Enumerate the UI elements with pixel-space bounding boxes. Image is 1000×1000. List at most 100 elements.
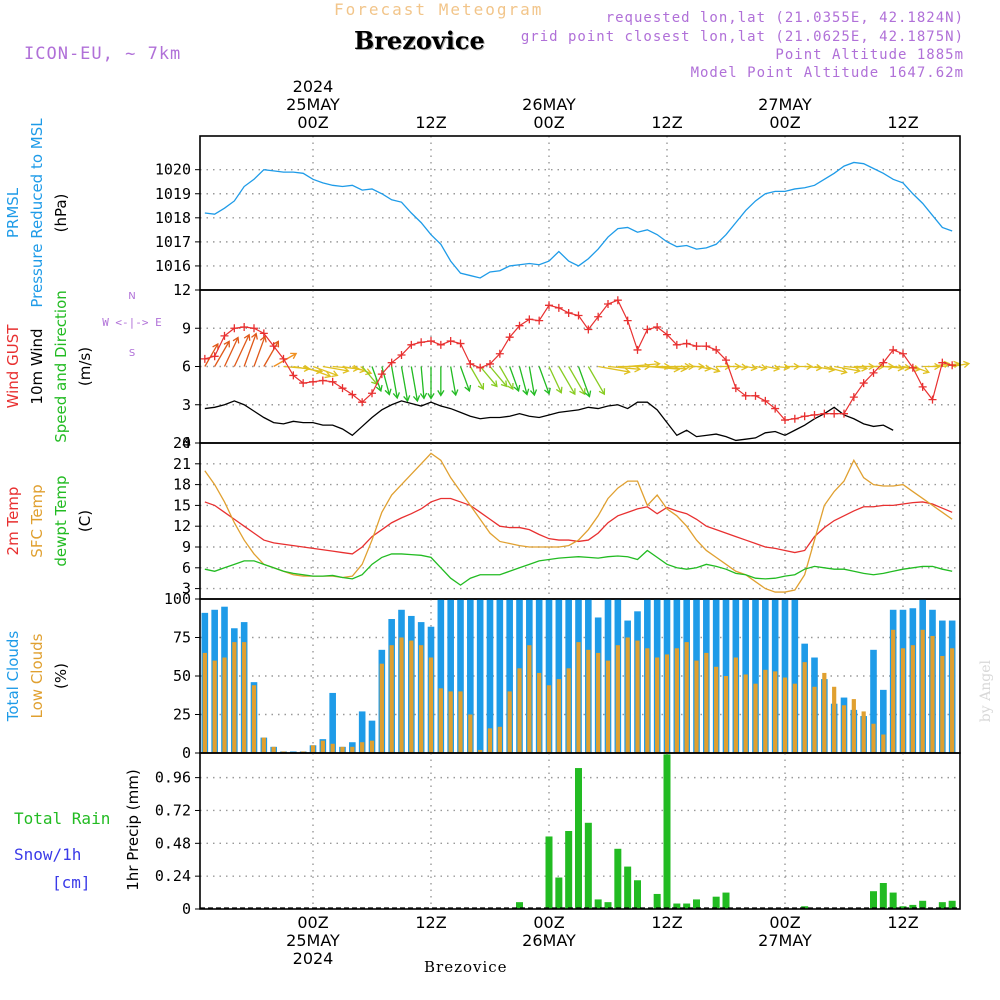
- wind-gust-marker: [800, 412, 809, 421]
- y-tick-label: 25: [173, 706, 191, 724]
- low-clouds-bar: [232, 642, 237, 753]
- point-altitude: Point Altitude 1885m: [775, 47, 964, 63]
- wind-arrow: [371, 366, 382, 392]
- wind-arrowhead: [212, 342, 219, 350]
- wind-arrowhead: [451, 389, 459, 397]
- wind-arrowhead: [922, 367, 930, 375]
- panel-side-label: (hPa): [52, 194, 70, 233]
- wind-arrowhead: [828, 365, 836, 373]
- panel-side-label: (m/s): [76, 347, 94, 386]
- compass-north: N: [128, 291, 135, 302]
- wind-gust-marker: [643, 325, 652, 334]
- y-tick-label: 3: [182, 580, 191, 598]
- y-tick-label: 3: [182, 396, 191, 414]
- wind-arrow: [607, 365, 640, 370]
- wind-gust-marker: [466, 359, 475, 368]
- wind-panel: 0 3 6 9 12 Wind GUST 10m Wind Speed and Directi…: [4, 281, 971, 452]
- rain-bar: [604, 902, 612, 909]
- rain-bar: [673, 903, 681, 909]
- low-clouds-bar: [812, 686, 817, 753]
- panel-side-label: PRMSL: [4, 187, 22, 238]
- y-tick-label: 100: [164, 590, 191, 608]
- y-tick-label: 24: [173, 434, 191, 452]
- low-clouds-bar: [773, 671, 778, 753]
- total-clouds-bar: [368, 720, 376, 753]
- rain-bar: [870, 891, 877, 909]
- panel-side-label: 2m Temp: [4, 487, 22, 556]
- low-clouds-bar: [261, 737, 266, 753]
- low-clouds-bar: [920, 629, 925, 753]
- wind-arrow: [883, 365, 904, 369]
- wind-gust-marker: [318, 376, 327, 385]
- wind-gust-marker: [928, 395, 937, 404]
- wind-gust-marker: [505, 333, 514, 342]
- wind-arrow: [273, 352, 297, 368]
- wind-arrow: [479, 366, 498, 387]
- rain-bar: [545, 836, 553, 909]
- credit-watermark: by Angel: [978, 660, 994, 723]
- wind-arrow: [263, 341, 279, 367]
- wind-arrow: [450, 366, 457, 396]
- wind-gust-marker: [358, 398, 367, 407]
- wind-gust-marker: [899, 349, 907, 358]
- wind-gust-marker: [761, 396, 770, 405]
- wind-arrowhead: [623, 367, 631, 375]
- chart-title: Brezovice: [354, 26, 485, 55]
- rain-bar: [712, 896, 720, 909]
- wind-arrowhead: [384, 388, 392, 396]
- wind-arrowhead: [963, 360, 971, 368]
- pressure-frame: [199, 135, 961, 291]
- precip-panel: 0 0.24 0.48 0.72 0.96 Total Rain Snow/1h [cm] 1h…: [14, 752, 961, 918]
- low-clouds-bar: [782, 677, 788, 753]
- wind-arrowhead: [584, 390, 592, 398]
- total-clouds-bar: [781, 599, 789, 753]
- wind-arrowhead: [243, 333, 251, 341]
- rain-bar: [879, 883, 887, 909]
- low-clouds-bar: [330, 743, 335, 753]
- wind-gust-marker: [653, 322, 662, 331]
- low-clouds-bar: [271, 746, 276, 753]
- low-clouds-bar: [664, 654, 670, 753]
- wind-arrowhead: [272, 340, 280, 348]
- rain-bar: [938, 902, 946, 909]
- sfc-temp-line: [204, 452, 953, 593]
- wind-arrowhead: [437, 390, 445, 397]
- total-clouds-bar: [791, 599, 799, 753]
- low-clouds-bar: [841, 705, 847, 753]
- precip-grid: 0 0.24 0.48 0.72 0.96: [155, 753, 960, 918]
- rain-bar: [614, 848, 622, 909]
- total-clouds-bar: [496, 599, 504, 753]
- wind-gust-marker: [564, 308, 573, 317]
- wind-arrowhead: [251, 332, 258, 340]
- wind-arrowhead: [427, 393, 435, 400]
- panel-side-label: Pressure Reduced to MSL: [28, 118, 46, 308]
- wind-gust-marker: [486, 359, 494, 368]
- wind-arrowhead: [741, 363, 749, 371]
- top-time-label: 00Z: [769, 113, 800, 132]
- wind-gust-marker: [200, 354, 209, 363]
- wind-gust-marker: [741, 391, 750, 400]
- wind-arrow: [843, 365, 867, 370]
- total-rain-label: Total Rain: [14, 809, 110, 828]
- wind-gust-marker: [476, 363, 485, 372]
- y-tick-label: 18: [173, 476, 191, 494]
- rain-bar: [575, 768, 582, 909]
- y-tick-label: 1020: [155, 161, 191, 179]
- wind-arrowhead: [375, 384, 383, 393]
- temperature-grid: 3 6 9 12 15 18 21 24: [173, 434, 960, 599]
- y-tick-label: 0: [182, 744, 191, 762]
- wind-arrowhead: [477, 383, 485, 391]
- low-clouds-bar: [704, 652, 709, 753]
- precip-frame: [199, 752, 961, 910]
- wind-arrow: [627, 363, 660, 368]
- y-tick-label: 50: [173, 667, 191, 685]
- wind-arrowhead: [598, 388, 606, 396]
- low-clouds-bar: [871, 723, 876, 753]
- y-tick-label: 0: [182, 900, 191, 918]
- low-clouds-bar: [714, 666, 719, 753]
- low-clouds-bar: [310, 745, 316, 753]
- wind-direction-arrows: [204, 332, 971, 403]
- y-tick-label: 6: [182, 358, 191, 376]
- y-tick-label: 12: [173, 281, 191, 299]
